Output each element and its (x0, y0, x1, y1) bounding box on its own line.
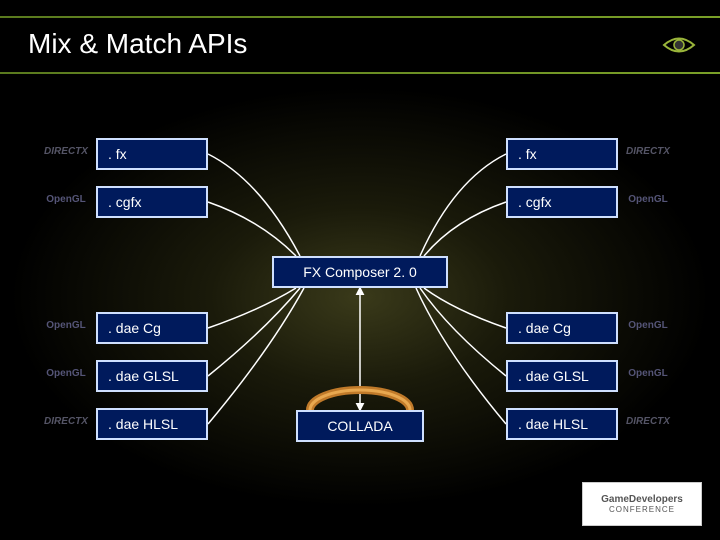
left-box-4: . dae HLSL (96, 408, 208, 440)
rule-top (0, 16, 720, 18)
right-box-0: . fx (506, 138, 618, 170)
left-box-0: . fx (96, 138, 208, 170)
left-box-1: . cgfx (96, 186, 208, 218)
opengl-icon: OpenGL (42, 368, 90, 384)
left-box-2: . dae Cg (96, 312, 208, 344)
opengl-icon: OpenGL (624, 320, 672, 336)
gdc-badge: GameDevelopers CONFERENCE (582, 482, 702, 526)
directx-icon: DIRECTX (624, 416, 672, 432)
left-box-3: . dae GLSL (96, 360, 208, 392)
right-box-3: . dae GLSL (506, 360, 618, 392)
fx-composer-box: FX Composer 2. 0 (272, 256, 448, 288)
directx-icon: DIRECTX (42, 146, 90, 162)
nvidia-eye-icon (662, 30, 696, 60)
collada-box: COLLADA (296, 410, 424, 442)
opengl-icon: OpenGL (624, 368, 672, 384)
right-box-4: . dae HLSL (506, 408, 618, 440)
directx-icon: DIRECTX (42, 416, 90, 432)
opengl-icon: OpenGL (42, 194, 90, 210)
rule-bottom (0, 72, 720, 74)
directx-icon: DIRECTX (624, 146, 672, 162)
gdc-line1: GameDevelopers (601, 494, 683, 505)
right-box-1: . cgfx (506, 186, 618, 218)
opengl-icon: OpenGL (42, 320, 90, 336)
opengl-icon: OpenGL (624, 194, 672, 210)
right-box-2: . dae Cg (506, 312, 618, 344)
gdc-line2: CONFERENCE (609, 505, 675, 514)
page-title: Mix & Match APIs (28, 28, 247, 60)
